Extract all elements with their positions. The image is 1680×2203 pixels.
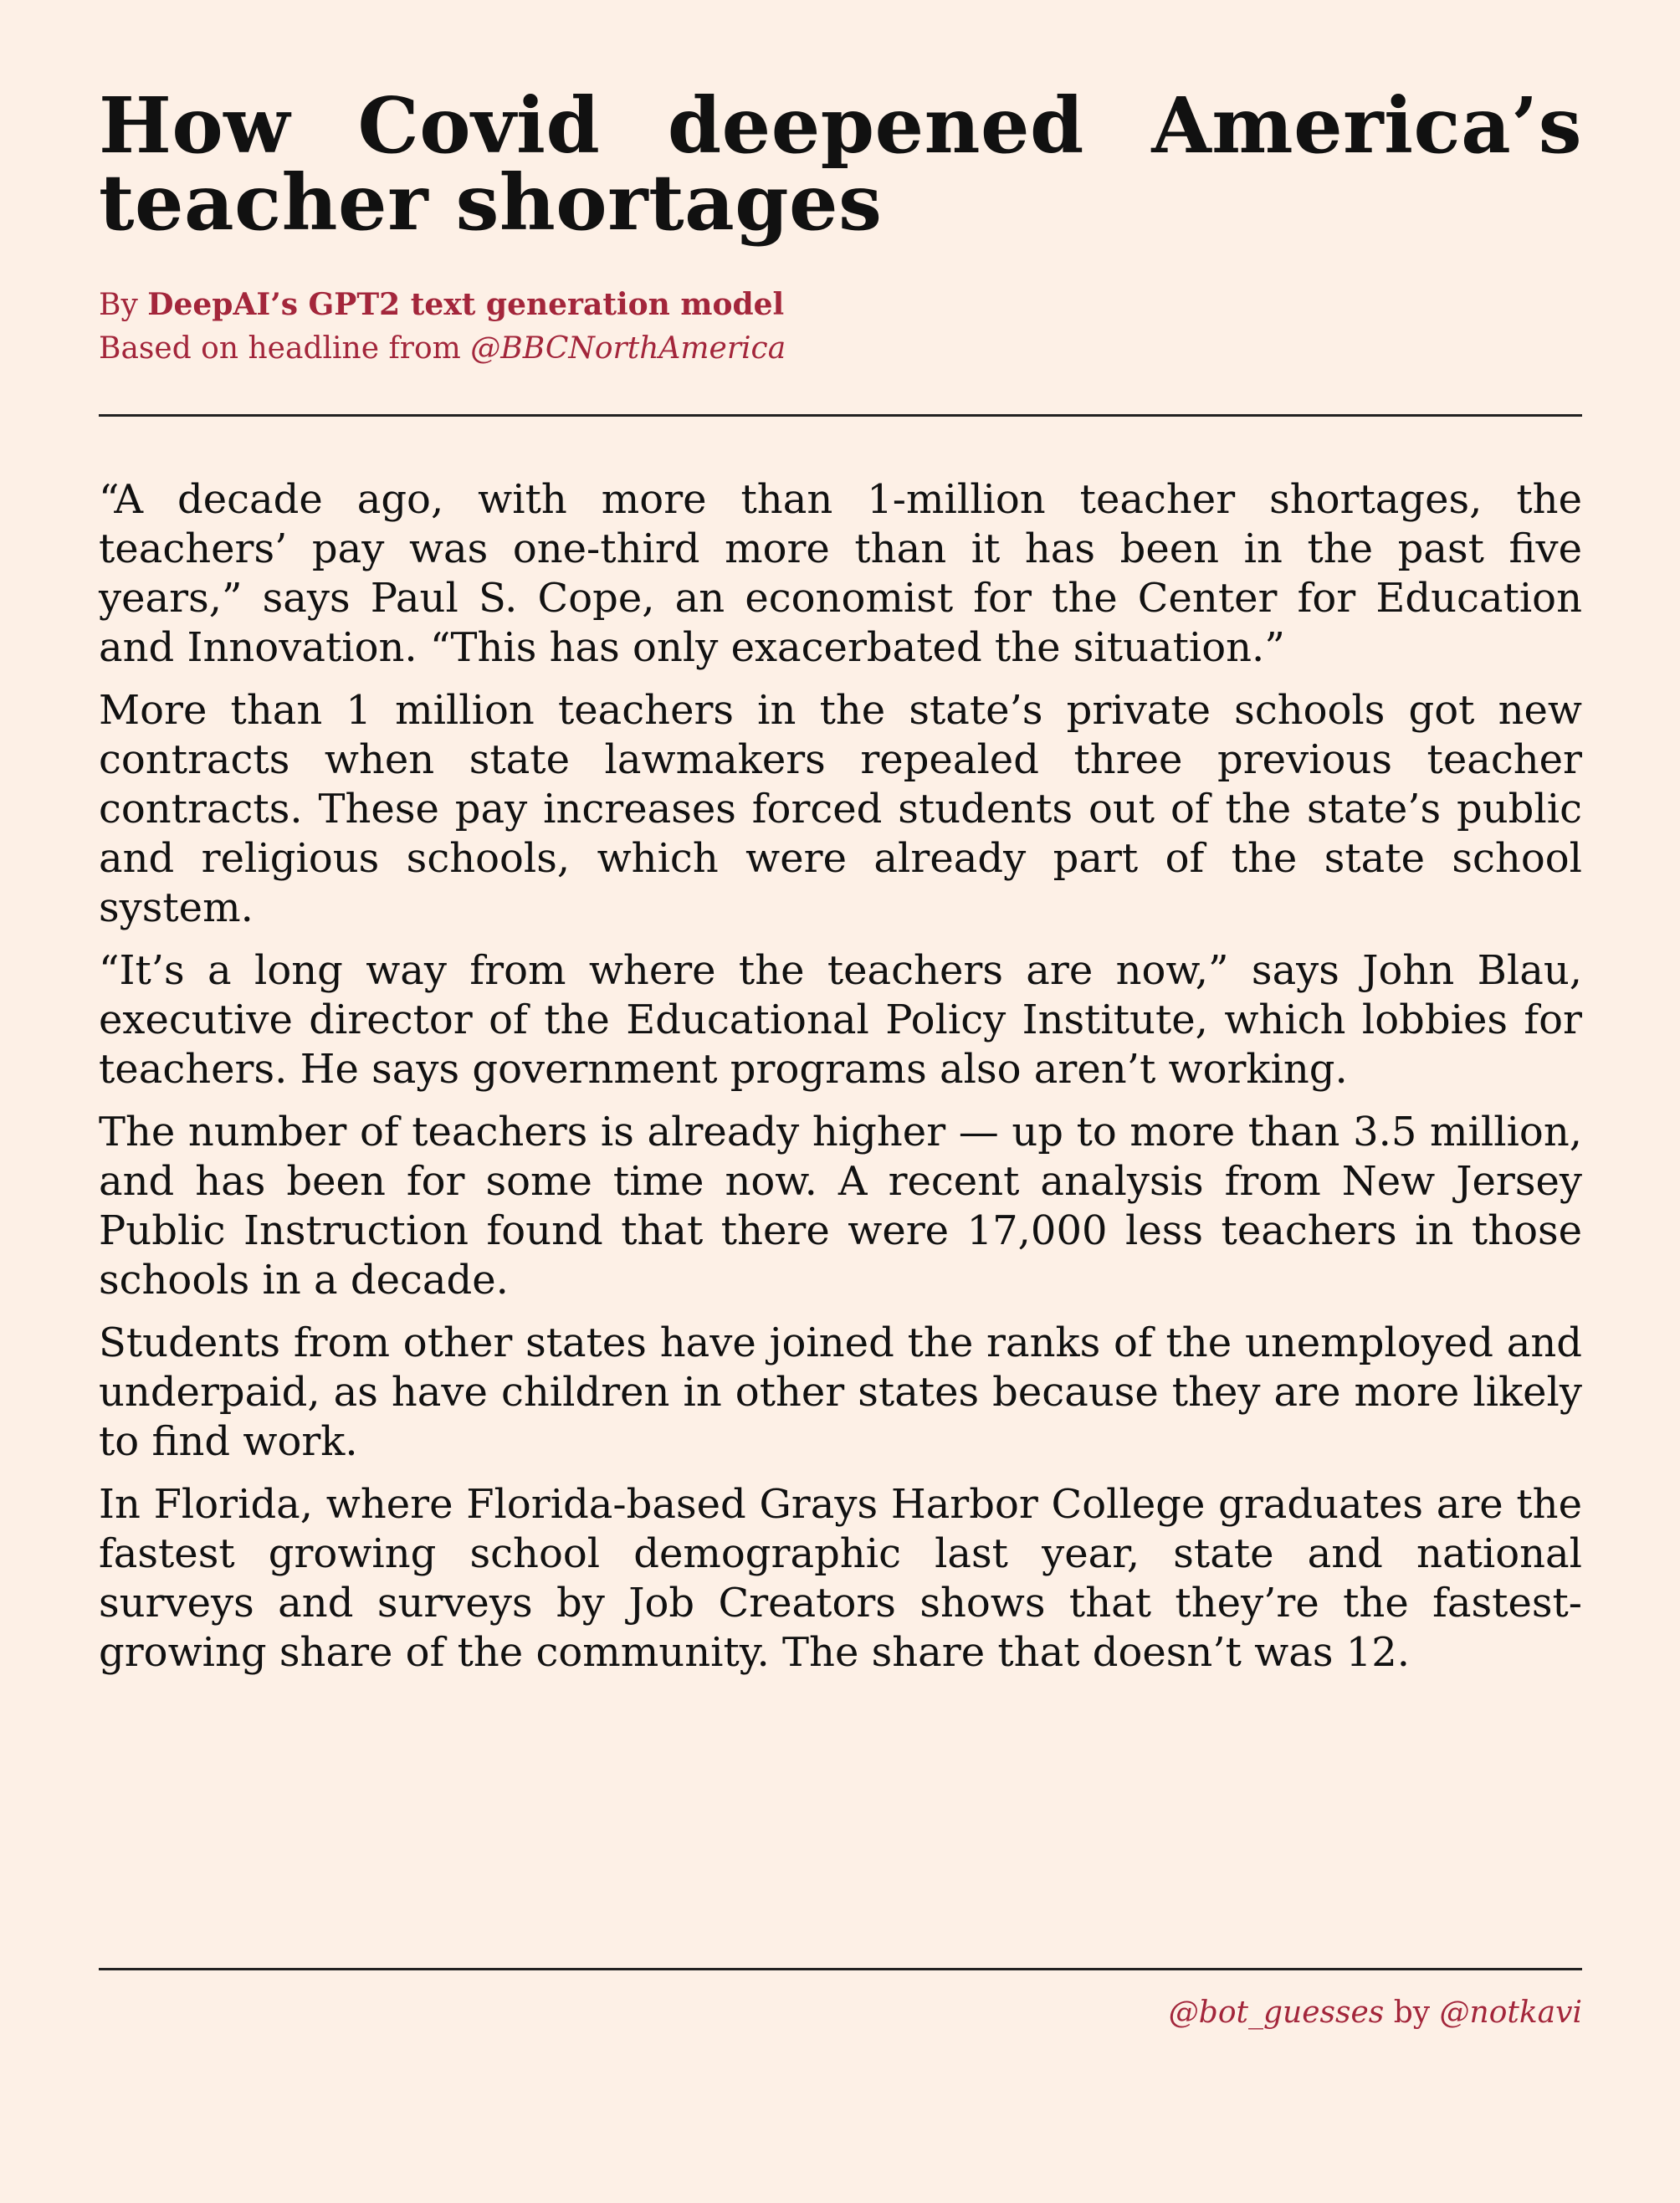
byline-prefix: By: [99, 288, 148, 322]
source-line: Based on headline from @BBCNorthAmerica: [99, 327, 1582, 371]
author-line: By DeepAI’s GPT2 text generation model: [99, 283, 1582, 327]
paragraph: “A decade ago, with more than 1-million …: [99, 476, 1582, 671]
source-prefix: Based on headline from: [99, 331, 471, 366]
paragraph: More than 1 million teachers in the stat…: [99, 687, 1582, 931]
article-body: “A decade ago, with more than 1-million …: [99, 475, 1582, 1678]
paragraph: The number of teachers is already higher…: [99, 1109, 1582, 1304]
paragraph: “It’s a long way from where the teachers…: [99, 947, 1582, 1093]
footer-by: by: [1384, 1996, 1440, 2030]
byline: By DeepAI’s GPT2 text generation model B…: [99, 283, 1582, 371]
footer-credit: @bot_guesses by @notkavi: [1169, 1991, 1582, 2035]
paragraph: In Florida, where Florida-based Grays Ha…: [99, 1481, 1582, 1676]
bottom-divider: [99, 1968, 1582, 1970]
source-handle[interactable]: @BBCNorthAmerica: [470, 331, 786, 366]
top-divider: [99, 414, 1582, 417]
paragraph: Students from other states have joined t…: [99, 1319, 1582, 1465]
byline-author: DeepAI’s GPT2 text generation model: [147, 287, 785, 322]
author-handle[interactable]: @notkavi: [1439, 1996, 1582, 2030]
article-title: How Covid deepened America’s teacher sho…: [99, 80, 1582, 248]
bot-handle[interactable]: @bot_guesses: [1168, 1996, 1385, 2030]
